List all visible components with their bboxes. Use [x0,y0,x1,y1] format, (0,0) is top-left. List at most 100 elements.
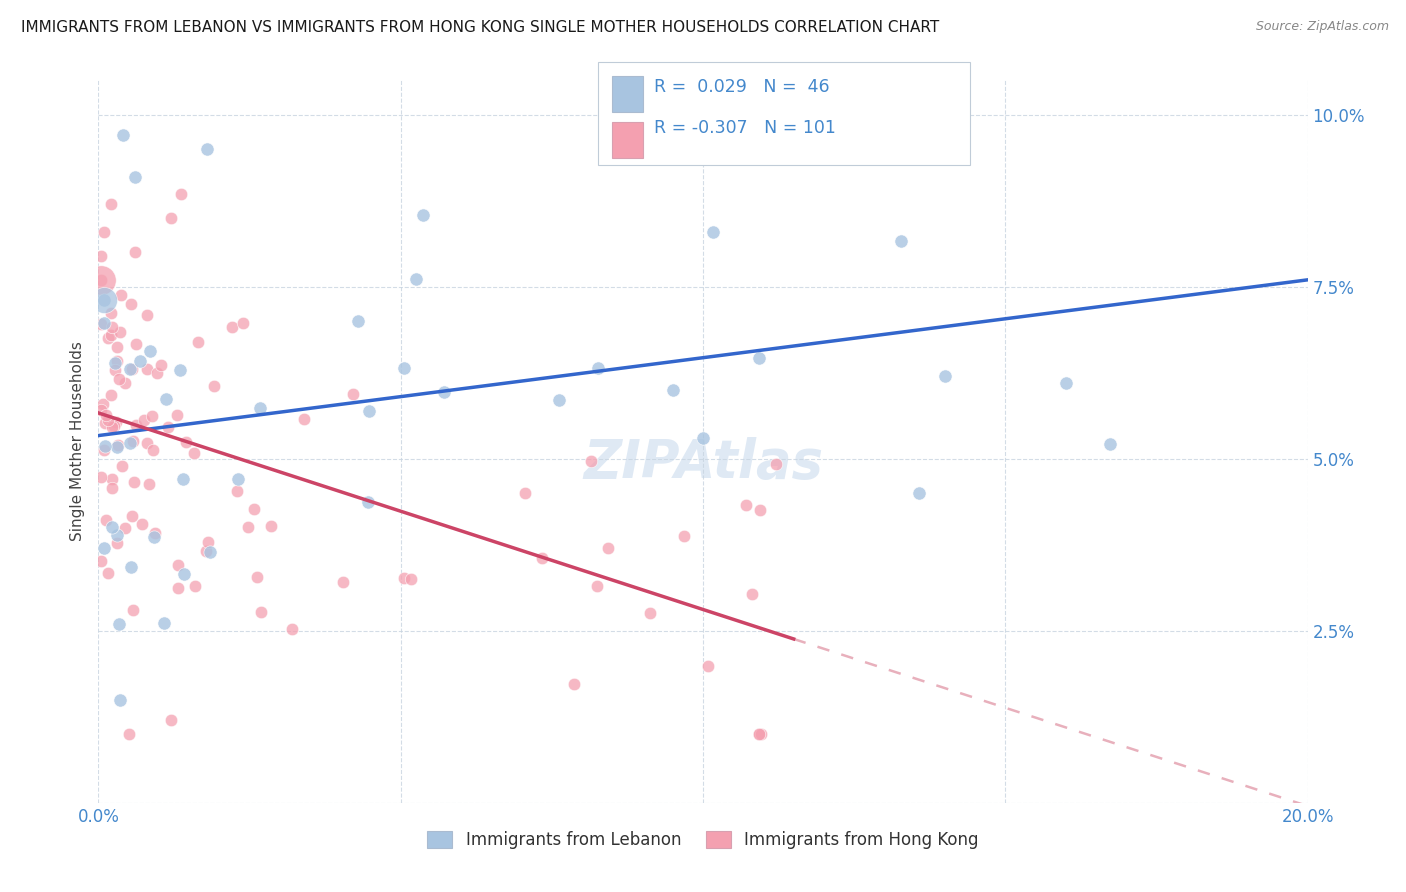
Point [90,273,112,287]
Point [359,404,381,418]
Point [101,481,124,495]
Point [187,334,209,349]
Point [97,566,120,580]
Point [101,472,124,486]
Point [131,516,153,531]
Point [100,197,122,211]
Point [1054,376,1077,390]
Point [120,297,142,311]
Point [135,436,157,450]
Point [579,453,602,467]
Point [342,387,364,401]
Point [93,416,115,430]
Point [124,337,146,351]
Point [138,344,160,359]
Point [97,413,120,427]
Point [114,376,136,391]
Point [748,727,770,741]
Point [741,587,763,601]
Point [673,529,696,543]
Point [128,353,150,368]
Point [530,551,553,566]
Point [195,544,218,558]
Point [250,605,273,619]
Point [198,545,221,559]
Point [332,575,354,590]
Point [118,361,141,376]
Point [155,392,177,406]
Point [226,472,249,486]
Point [146,366,169,380]
Point [111,458,134,473]
Point [1098,437,1121,451]
Text: Source: ZipAtlas.com: Source: ZipAtlas.com [1256,20,1389,33]
Point [765,457,787,471]
Point [110,326,132,340]
Point [890,234,912,248]
Point [90,249,112,263]
Point [97,331,120,345]
Point [562,677,585,691]
Point [167,558,190,572]
Point [105,340,128,354]
Legend: Immigrants from Lebanon, Immigrants from Hong Kong: Immigrants from Lebanon, Immigrants from… [420,824,986,856]
Point [108,693,131,707]
Point [100,420,122,434]
Point [122,434,145,449]
Point [169,363,191,377]
Point [586,360,609,375]
Point [347,314,370,328]
Point [100,388,122,402]
Point [104,363,127,377]
Point [908,486,931,500]
Point [748,503,770,517]
Point [221,320,243,334]
Point [174,435,197,450]
Point [90,402,112,417]
Point [94,408,117,422]
Point [93,439,115,453]
Point [749,727,772,741]
Point [143,526,166,541]
Point [280,622,302,636]
Point [585,579,607,593]
Point [103,418,125,433]
Point [596,541,619,555]
Point [118,727,141,741]
Point [105,536,128,550]
Point [735,498,758,512]
Point [93,541,115,555]
Point [118,436,141,450]
Point [111,128,134,143]
Point [231,316,253,330]
Point [124,245,146,260]
Point [394,571,416,585]
Point [101,520,124,534]
Point [1014,55,1036,70]
Point [90,317,112,331]
Point [160,211,183,225]
Point [107,438,129,452]
Point [138,477,160,491]
Text: ZIPAtlas: ZIPAtlas [583,437,823,489]
Point [638,607,661,621]
Point [90,554,112,568]
Point [105,353,128,368]
Y-axis label: Single Mother Households: Single Mother Households [70,342,86,541]
Point [122,475,145,489]
Point [225,484,247,499]
Point [93,442,115,457]
Point [515,486,537,500]
Point [94,513,117,527]
Point [934,369,956,384]
Point [357,495,380,509]
Point [399,573,422,587]
Point [238,520,260,534]
Point [136,362,159,376]
Point [121,508,143,523]
Point [432,385,454,400]
Text: R = -0.307   N = 101: R = -0.307 N = 101 [654,119,835,136]
Point [160,713,183,727]
Point [121,362,143,376]
Point [748,727,770,741]
